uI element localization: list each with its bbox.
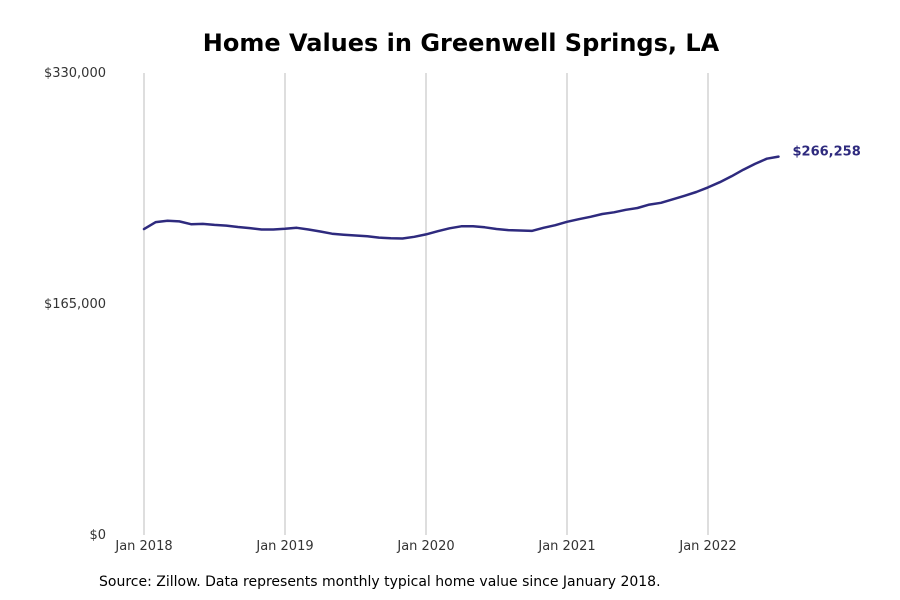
x-tick-label: Jan 2018 — [114, 539, 172, 554]
chart-title: Home Values in Greenwell Springs, LA — [203, 29, 720, 57]
x-axis-ticks: Jan 2018 Jan 2019 Jan 2020 Jan 2021 Jan 2022 — [114, 539, 736, 554]
y-tick-label: $330,000 — [44, 66, 106, 81]
x-tick-label: Jan 2019 — [255, 539, 313, 554]
end-value-label: $266,258 — [793, 145, 861, 160]
gridlines — [143, 73, 709, 535]
y-axis-ticks: $0 $165,000 $330,000 — [44, 66, 106, 543]
x-tick-label: Jan 2021 — [537, 539, 595, 554]
series-line — [142, 155, 780, 240]
x-tick-label: Jan 2020 — [396, 539, 454, 554]
y-tick-label: $0 — [89, 528, 106, 543]
source-note: Source: Zillow. Data represents monthly … — [99, 574, 661, 590]
x-tick-label: Jan 2022 — [678, 539, 736, 554]
y-tick-label: $165,000 — [44, 297, 106, 312]
